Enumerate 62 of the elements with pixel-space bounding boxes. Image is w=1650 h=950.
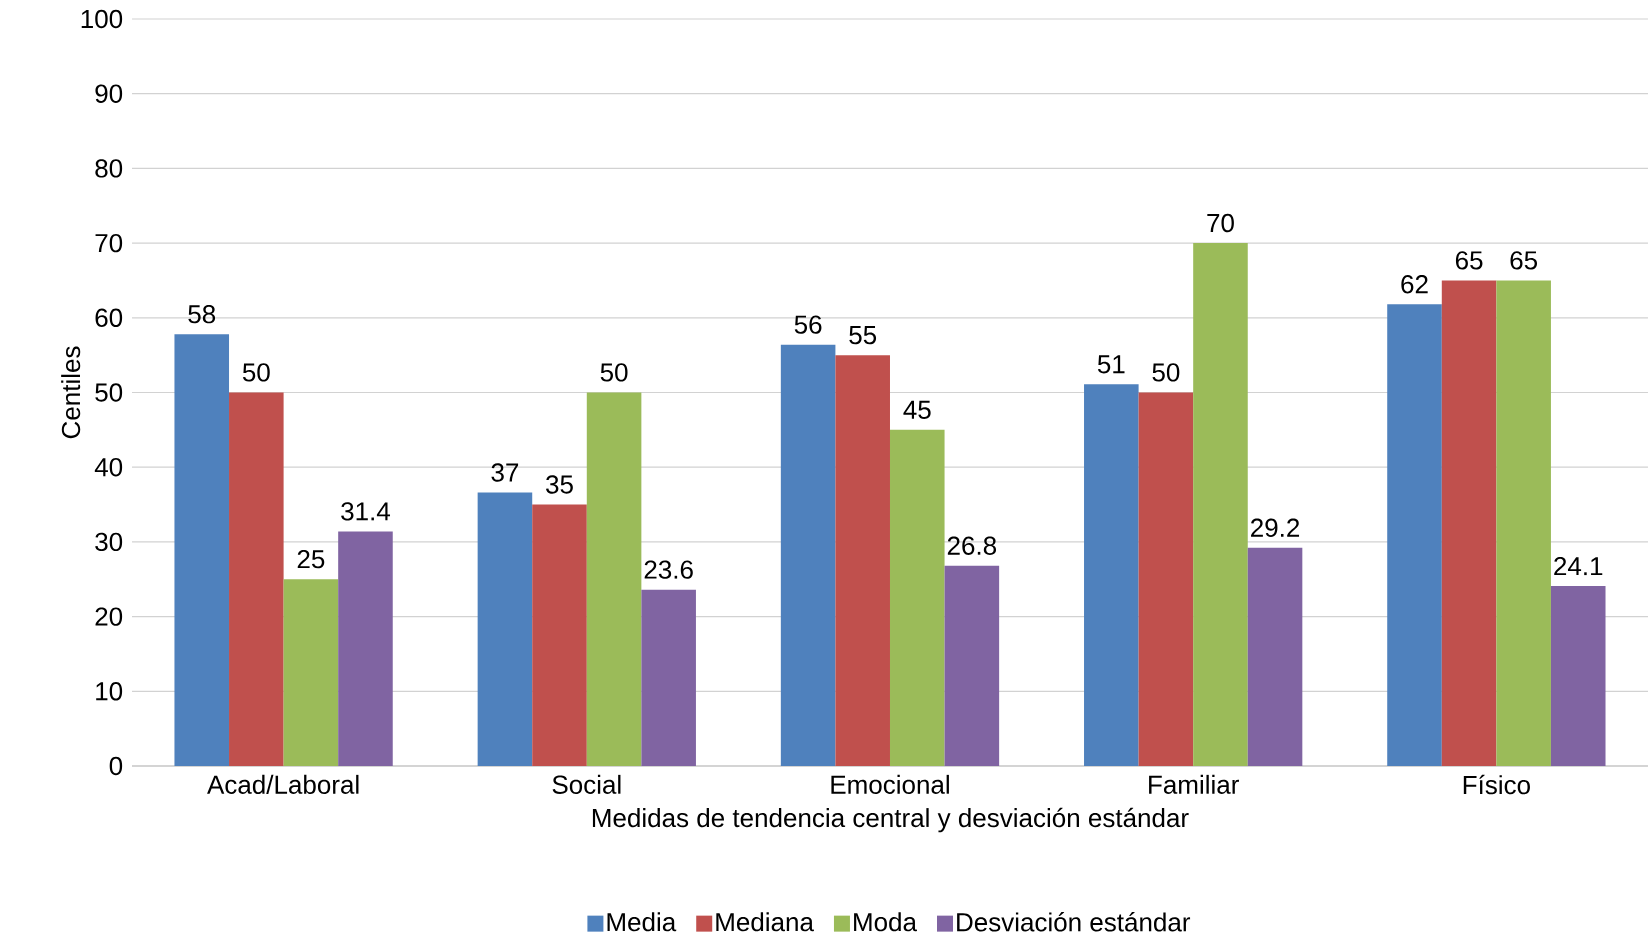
bar [532,504,587,766]
x-tick-label: Familiar [1149,774,1239,794]
data-label: 29.2 [1251,518,1300,537]
bar [641,589,696,766]
data-label: 26.8 [947,536,997,555]
data-label: 31.4 [341,502,391,521]
legend-label: Desviación estándar [957,912,1191,932]
x-tick-label: Emocional [831,774,949,794]
bar [1138,392,1194,766]
bar [889,429,945,766]
bar [780,344,836,766]
bar [1441,280,1497,766]
y-tick-label: 90 [95,84,123,103]
bar [1387,304,1442,766]
bar [477,492,533,766]
data-label: 50 [1152,363,1180,382]
x-tick-label: Social [552,774,621,794]
data-label: 51 [1097,355,1125,374]
y-tick-label: 0 [109,756,123,776]
x-tick-label: Acad/Laboral [207,774,359,794]
y-tick-label: 70 [95,233,123,253]
data-label: 24.1 [1554,556,1603,576]
y-tick-label: 40 [94,457,123,477]
legend-label: Media [607,912,677,932]
bar [1084,384,1139,766]
data-label: 65 [1455,251,1483,270]
data-label: 65 [1510,251,1538,270]
bar [586,392,642,766]
data-label: 23.6 [644,560,693,579]
bar [1193,243,1248,766]
y-tick-label: 20 [95,607,123,626]
data-label: 25 [297,549,325,569]
bar [1496,280,1551,766]
bar [229,392,284,766]
bar [1247,547,1303,766]
x-axis-title: Medidas de tendencia central y desviación estándar [592,807,1189,833]
y-tick-label: 50 [95,383,123,402]
y-tick-label: 80 [95,159,123,178]
data-label: 58 [188,304,216,324]
legend-label: Mediana [716,912,814,932]
data-label: 56 [794,315,822,334]
y-axis-title: Centiles [61,346,81,439]
data-label: 70 [1207,213,1234,233]
data-label: 45 [903,400,931,419]
y-tick-label: 10 [96,682,123,701]
y-tick-label: 30 [95,532,123,552]
bar [338,531,393,766]
data-label: 35 [546,475,573,494]
bar [944,565,1000,766]
data-label: 50 [600,363,628,382]
x-tick-label: Físico [1463,774,1530,795]
bar [283,579,339,766]
data-label: 37 [491,463,519,482]
data-label: 62 [1401,275,1428,294]
y-tick-label: 100 [81,9,123,29]
bar [174,334,230,766]
data-label: 50 [242,363,270,382]
legend-label: Moda [854,912,917,932]
bar [1550,585,1606,766]
y-tick-label: 60 [95,308,123,327]
bar [835,355,890,766]
data-label: 55 [849,326,877,345]
